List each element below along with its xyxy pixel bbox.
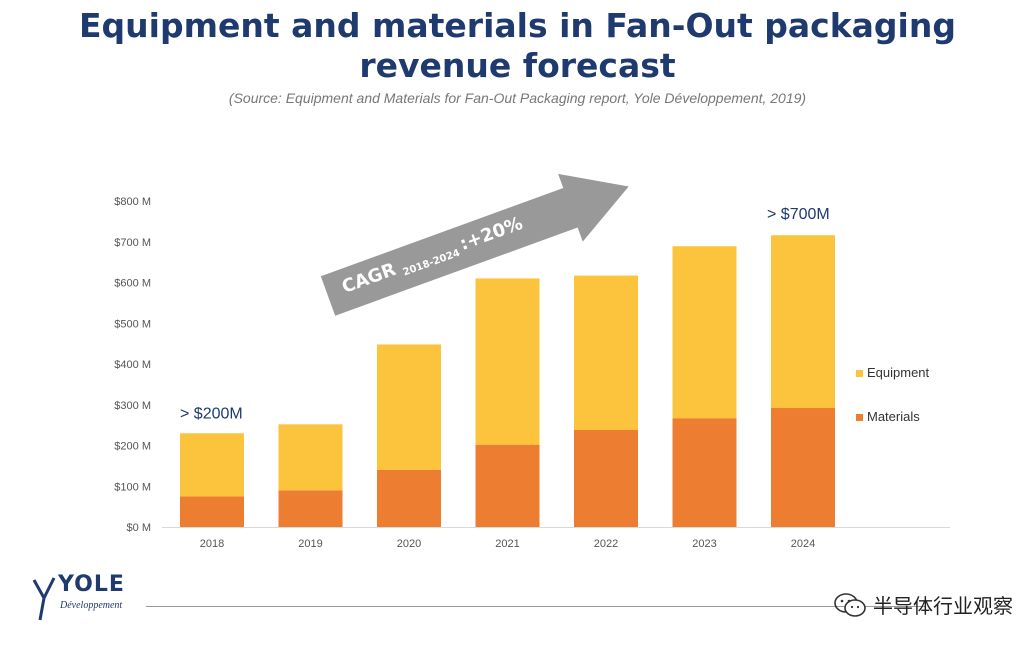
x-tick-label: 2020 (397, 538, 421, 550)
y-tick-label: $500 M (114, 318, 151, 330)
bar-materials-2022 (574, 430, 638, 527)
legend-label-equipment: Equipment (867, 365, 930, 380)
logo-name: YOLE (58, 572, 125, 597)
bar-materials-2018 (180, 496, 244, 527)
x-tick-label: 2018 (200, 538, 224, 550)
footer-divider (146, 606, 926, 607)
bar-equipment-2021 (475, 278, 540, 445)
chart-title: Equipment and materials in Fan-Out packa… (79, 6, 956, 85)
y-tick-label: $300 M (114, 400, 151, 412)
bar-materials-2020 (377, 469, 441, 527)
x-tick-label: 2023 (692, 538, 716, 550)
legend-swatch-materials (856, 414, 863, 421)
bar-equipment-2019 (278, 424, 343, 491)
bar-materials-2021 (475, 444, 540, 527)
bar-equipment-2018 (180, 433, 244, 497)
end-value-annotation: > $700M (767, 206, 830, 223)
bar-equipment-2022 (574, 275, 638, 431)
y-tick-label: $0 M (127, 522, 151, 534)
yole-logo: YOLE Développement (30, 570, 145, 630)
bar-materials-2024 (771, 408, 835, 527)
y-tick-label: $600 M (114, 278, 151, 290)
bar-equipment-2023 (672, 246, 737, 419)
wechat-icon (834, 592, 866, 617)
y-tick-label: $800 M (114, 196, 151, 208)
bar-equipment-2020 (377, 344, 441, 470)
cagr-arrow (320, 173, 629, 316)
bar-materials-2019 (278, 490, 343, 527)
bar-materials-2023 (672, 418, 737, 527)
y-tick-label: $100 M (114, 481, 151, 493)
x-tick-label: 2019 (298, 538, 322, 550)
legend-swatch-equipment (856, 370, 863, 377)
y-tick-label: $200 M (114, 441, 151, 453)
yole-logo-mark-icon (32, 577, 56, 621)
watermark-text: 半导体行业观察 (873, 594, 1013, 618)
y-tick-label: $700 M (114, 237, 151, 249)
x-tick-label: 2022 (594, 538, 618, 550)
watermark: 半导体行业观察 (833, 590, 1013, 619)
logo-subtitle: Développement (60, 600, 123, 611)
chart-subtitle: (Source: Equipment and Materials for Fan… (228, 90, 807, 106)
legend-label-materials: Materials (867, 409, 920, 424)
y-tick-label: $400 M (114, 359, 151, 371)
x-tick-label: 2021 (495, 538, 519, 550)
bar-equipment-2024 (771, 235, 835, 409)
start-value-annotation: > $200M (180, 405, 243, 422)
x-tick-label: 2024 (791, 538, 815, 550)
